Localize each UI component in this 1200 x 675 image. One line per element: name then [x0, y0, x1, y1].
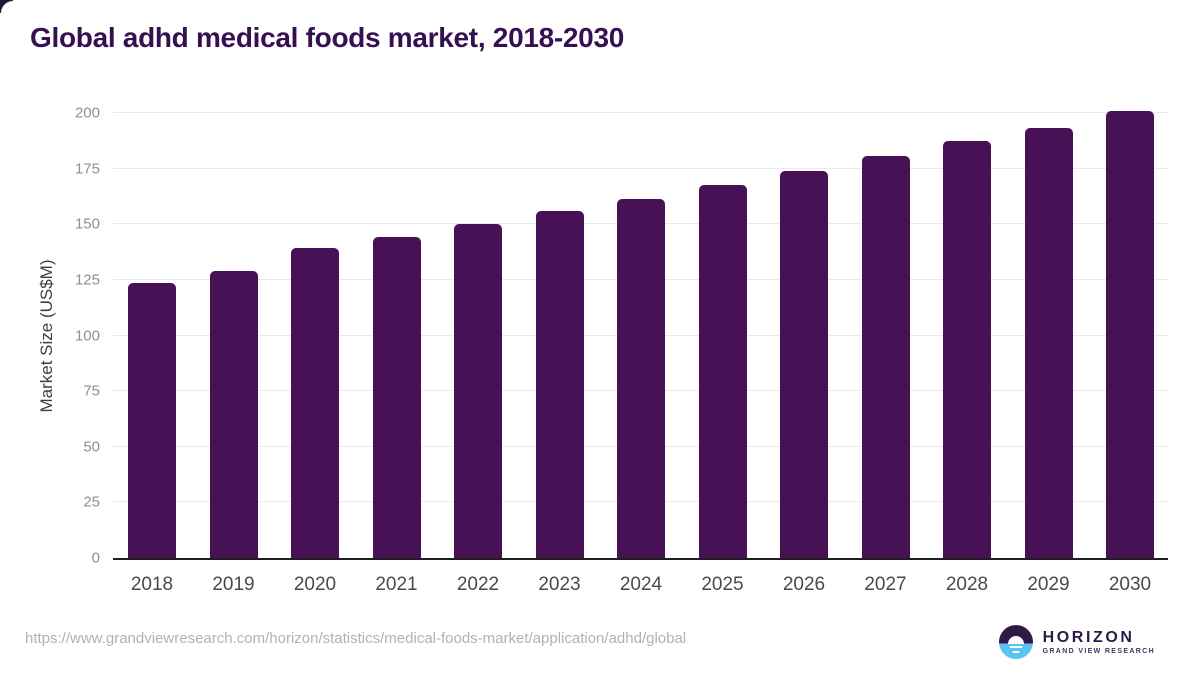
bar-series: 2018 2019 2020 2021 2022 2023 2024 2025 2026 2027… [128, 110, 1154, 595]
bar-2021: 2021 [372, 236, 421, 595]
logo-wordmark: HORIZON [1042, 629, 1135, 647]
bar-2029: 2029 [1024, 127, 1073, 595]
rounded-corner-artifact [0, 0, 13, 13]
x-tick-label-2019: 2019 [212, 574, 255, 595]
x-tick-label-2023: 2023 [538, 574, 581, 595]
y-tick-label-50: 50 [83, 438, 100, 456]
x-tick-label-2025: 2025 [701, 574, 744, 595]
x-tick-label-2020: 2020 [293, 574, 337, 595]
horizon-sun-icon [998, 625, 1033, 659]
bar-2030: 2030 [1106, 110, 1154, 595]
bar-2022: 2022 [454, 224, 502, 595]
y-tick-label-100: 100 [74, 327, 100, 344]
gridline-175 [113, 167, 1168, 169]
horizon-logo: HORIZON GRAND VIEW RESEARCH [998, 625, 1155, 659]
bar-2018: 2018 [128, 283, 176, 595]
x-tick-label-2022: 2022 [456, 574, 500, 595]
gridline-200 [113, 112, 1168, 113]
x-tick-label-2028: 2028 [945, 574, 989, 595]
y-tick-label-200: 200 [74, 104, 100, 122]
bar-2023: 2023 [535, 210, 584, 595]
y-tick-label-0: 0 [91, 549, 100, 567]
bar-2026: 2026 [780, 170, 828, 595]
bar-2025: 2025 [698, 185, 747, 595]
bar-2020: 2020 [291, 247, 339, 595]
x-tick-label-2026: 2026 [782, 574, 826, 595]
bar-2028: 2028 [943, 140, 991, 595]
bar-2027: 2027 [861, 156, 910, 595]
sun-reflection-line [1012, 650, 1020, 654]
x-tick-label-2021: 2021 [375, 574, 418, 595]
y-tick-label-175: 175 [74, 160, 100, 178]
bar-2019: 2019 [209, 271, 258, 595]
logo-text: HORIZON GRAND VIEW RESEARCH [1043, 629, 1155, 655]
x-tick-label-2030: 2030 [1108, 574, 1152, 595]
chart-title: Global adhd medical foods market, 2018-2… [30, 22, 624, 53]
source-url: https://www.grandviewresearch.com/horizo… [25, 630, 687, 647]
bar-2024: 2024 [617, 198, 665, 595]
x-tick-label-2027: 2027 [864, 574, 907, 595]
y-axis-title: Market Size (US$M) [37, 258, 56, 413]
x-tick-label-2029: 2029 [1027, 574, 1070, 595]
y-tick-label-75: 75 [83, 382, 100, 400]
x-tick-label-2024: 2024 [619, 574, 663, 595]
sun-glyph [1007, 635, 1024, 644]
y-tick-label-150: 150 [74, 215, 100, 233]
sun-reflection-line [1009, 645, 1023, 649]
y-tick-label-25: 25 [83, 493, 100, 511]
y-tick-label-125: 125 [74, 271, 100, 289]
plot-area: Market Size (US$M) 0 25 50 75 100 125 150 175 20… [37, 106, 1168, 595]
logo-subtext: GRAND VIEW RESEARCH [1042, 647, 1155, 655]
x-tick-label-2018: 2018 [130, 574, 174, 595]
